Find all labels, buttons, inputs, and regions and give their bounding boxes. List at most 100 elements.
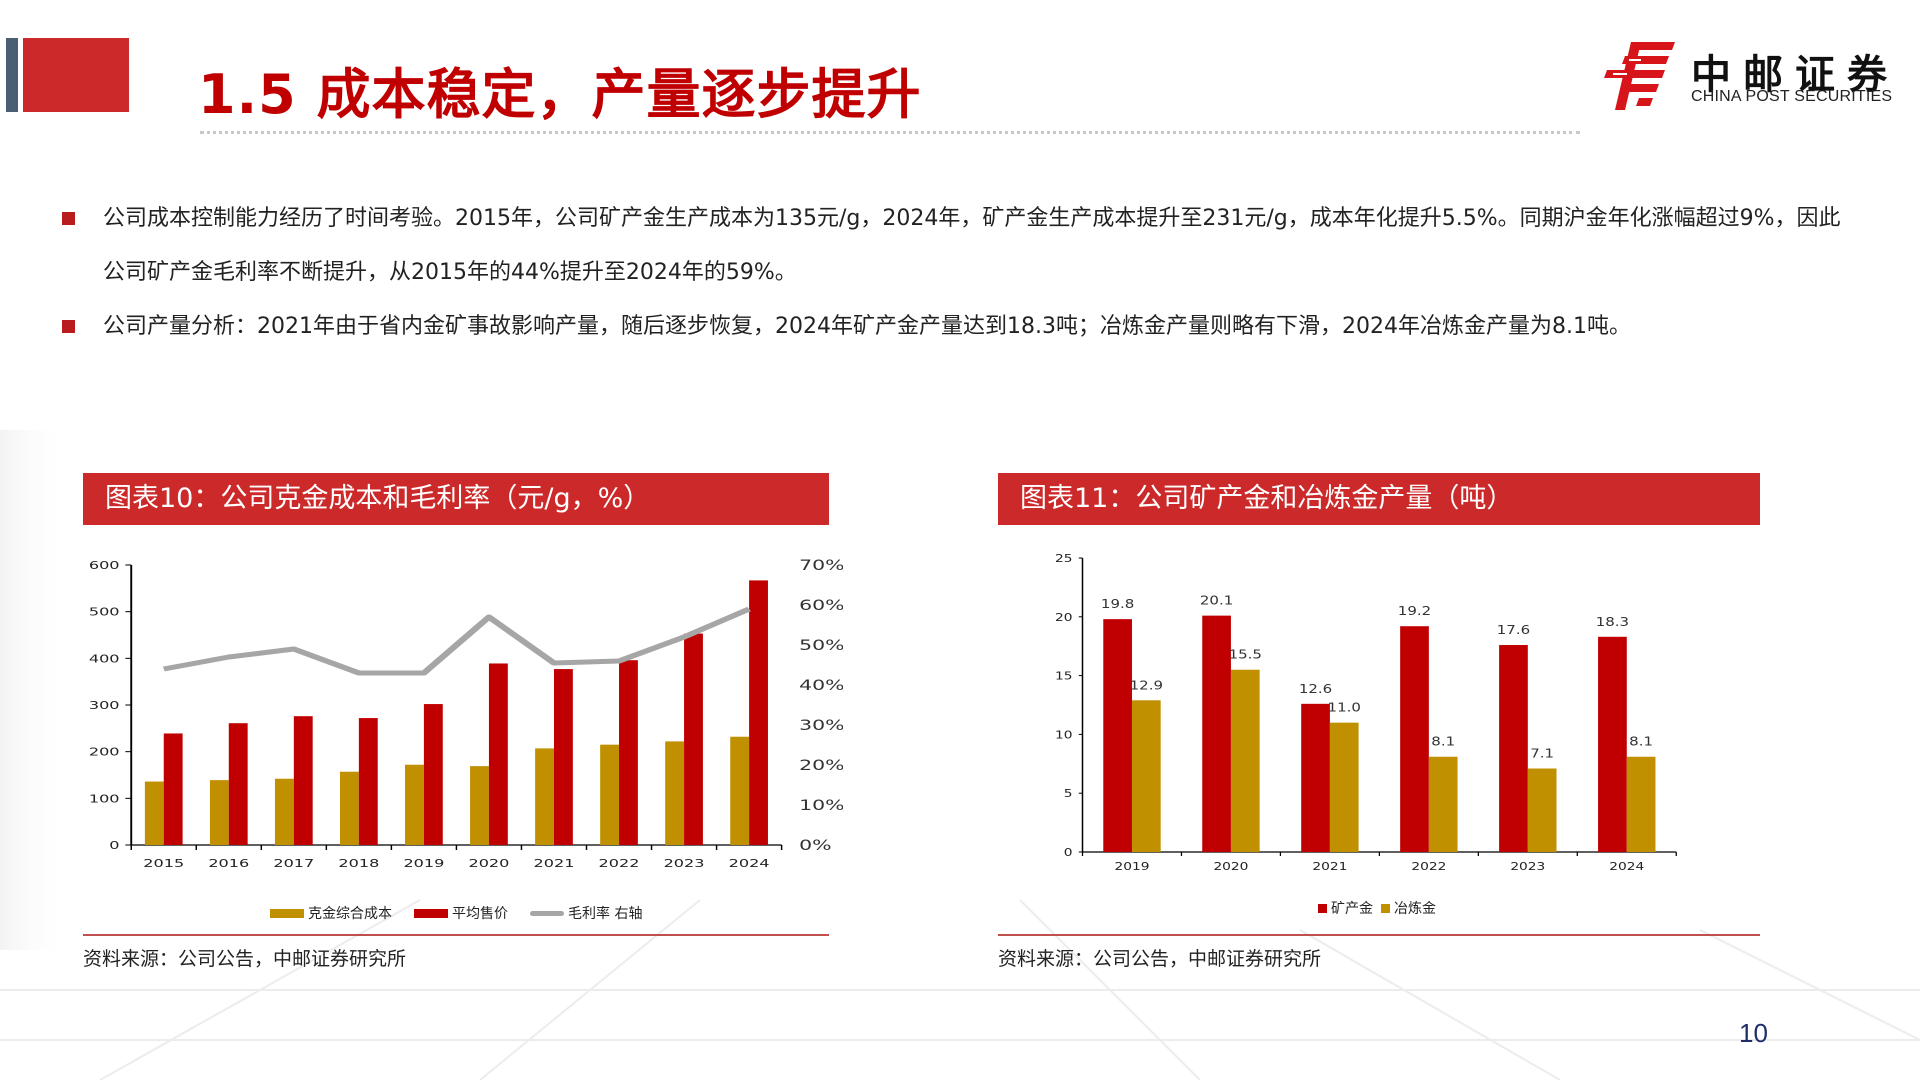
bar-cost xyxy=(665,741,685,845)
svg-text:2022: 2022 xyxy=(1411,859,1446,872)
bar-smelt-gold xyxy=(1626,756,1656,852)
svg-text:60%: 60% xyxy=(799,598,843,614)
svg-text:2015: 2015 xyxy=(143,857,184,870)
svg-text:30%: 30% xyxy=(799,718,843,734)
svg-text:200: 200 xyxy=(89,746,120,759)
bar-mine-gold xyxy=(1598,636,1627,852)
svg-text:11.0: 11.0 xyxy=(1328,701,1361,715)
svg-text:0: 0 xyxy=(109,839,119,852)
svg-text:50%: 50% xyxy=(799,638,843,654)
svg-text:20.1: 20.1 xyxy=(1200,594,1233,608)
bar-smelt-gold xyxy=(1230,669,1260,852)
svg-text:2021: 2021 xyxy=(1312,859,1347,872)
bar-mine-gold xyxy=(1103,619,1132,852)
svg-text:25: 25 xyxy=(1055,551,1072,564)
bullet-text: 公司产量分析：2021年由于省内金矿事故影响产量，随后逐步恢复，2024年矿产金… xyxy=(103,314,1631,339)
chart-header: 图表10：公司克金成本和毛利率（元/g，%） xyxy=(83,473,829,525)
svg-text:100: 100 xyxy=(89,793,120,806)
source-divider xyxy=(83,934,829,936)
bar-cost xyxy=(470,766,489,845)
bullet-cost-control: 公司成本控制能力经历了时间考验。2015年，公司矿产金生产成本为135元/g，2… xyxy=(60,192,1860,300)
svg-text:18.3: 18.3 xyxy=(1596,615,1629,629)
bullet-list: 公司成本控制能力经历了时间考验。2015年，公司矿产金生产成本为135元/g，2… xyxy=(60,192,1860,354)
chart-header: 图表11：公司矿产金和冶炼金产量（吨） xyxy=(998,473,1760,525)
bullet-square-icon xyxy=(62,212,75,225)
bar-cost xyxy=(730,736,750,845)
bar-cost xyxy=(144,781,164,845)
bar-price xyxy=(749,580,768,845)
page-title: 1.5 成本稳定，产量逐步提升 xyxy=(198,63,922,126)
svg-text:5: 5 xyxy=(1064,787,1073,800)
chart-source-left: 资料来源：公司公告，中邮证券研究所 xyxy=(83,948,407,970)
plot-area: 0 100 200 300 400 500 600 0% 10% 20% 30% 40% 50% 60% 7… xyxy=(89,558,843,870)
china-post-logo-icon xyxy=(1604,42,1675,110)
bullet-text: 公司成本控制能力经历了时间考验。2015年，公司矿产金生产成本为135元/g，2… xyxy=(103,206,1841,285)
bar-price xyxy=(293,716,313,845)
legend-line-gray-icon xyxy=(530,910,564,916)
title-accent-block xyxy=(23,38,129,112)
svg-text:10: 10 xyxy=(1055,728,1073,741)
svg-text:2019: 2019 xyxy=(403,857,444,870)
svg-text:2020: 2020 xyxy=(468,857,509,870)
svg-text:2016: 2016 xyxy=(208,857,249,870)
svg-text:500: 500 xyxy=(89,606,120,619)
bar-cost xyxy=(274,778,294,845)
logo-english-name: CHINA POST SECURITIES xyxy=(1691,88,1893,105)
line-margin xyxy=(162,606,752,676)
bar-price xyxy=(684,633,703,845)
bar-cost xyxy=(209,780,229,845)
source-divider xyxy=(998,934,1760,936)
bar-price xyxy=(488,663,508,845)
svg-text:20: 20 xyxy=(1055,610,1073,623)
bar-cost xyxy=(600,744,620,845)
svg-text:19.8: 19.8 xyxy=(1101,598,1134,612)
svg-text:10%: 10% xyxy=(799,798,843,814)
chart-panel-production: 图表11：公司矿产金和冶炼金产量（吨） xyxy=(998,473,1760,525)
bullet-square-icon xyxy=(62,320,75,333)
svg-text:2023: 2023 xyxy=(1510,859,1545,872)
logo-chinese-name: 中邮证券 xyxy=(1691,52,1899,98)
svg-text:7.1: 7.1 xyxy=(1530,747,1554,761)
bar-mine-gold xyxy=(1499,645,1528,852)
svg-text:8.1: 8.1 xyxy=(1629,735,1653,749)
svg-text:70%: 70% xyxy=(799,558,843,574)
svg-text:0: 0 xyxy=(1064,845,1073,858)
svg-text:8.1: 8.1 xyxy=(1431,735,1455,749)
chart-production: 0 5 10 15 20 25 19.8 12.9 2019 20.1 15.5 2020 12.6 11… xyxy=(1055,551,1677,873)
svg-text:40%: 40% xyxy=(799,678,843,694)
svg-text:2023: 2023 xyxy=(664,857,705,870)
svg-text:12.9: 12.9 xyxy=(1130,679,1163,693)
page-number: 10 xyxy=(1739,1018,1768,1048)
legend-item-cost: 克金综合成本 xyxy=(270,903,392,923)
bar-price xyxy=(228,723,248,845)
bar-price xyxy=(619,660,638,845)
svg-text:20%: 20% xyxy=(799,758,843,774)
chart-source-right: 资料来源：公司公告，中邮证券研究所 xyxy=(998,948,1322,970)
legend-swatch-gold-icon xyxy=(270,908,304,918)
bar-price xyxy=(553,669,573,845)
svg-text:2022: 2022 xyxy=(599,857,640,870)
bullet-production-analysis: 公司产量分析：2021年由于省内金矿事故影响产量，随后逐步恢复，2024年矿产金… xyxy=(60,300,1860,354)
chart-panel-cost-margin: 图表10：公司克金成本和毛利率（元/g，%） xyxy=(83,473,829,525)
chart-legend-production: 矿产金 冶炼金 xyxy=(1318,898,1436,918)
bar-mine-gold xyxy=(1400,626,1429,852)
legend-item-smelt-gold: 冶炼金 xyxy=(1381,898,1436,918)
svg-text:400: 400 xyxy=(89,653,120,666)
bar-smelt-gold xyxy=(1131,700,1161,852)
legend-swatch-red-icon xyxy=(414,908,448,918)
svg-text:300: 300 xyxy=(89,699,120,712)
bar-mine-gold xyxy=(1301,703,1330,852)
bar-smelt-gold xyxy=(1527,768,1557,852)
svg-text:17.6: 17.6 xyxy=(1497,623,1530,637)
title-divider xyxy=(200,131,1580,134)
svg-text:2018: 2018 xyxy=(338,857,379,870)
bar-price xyxy=(163,733,183,845)
legend-item-mine-gold: 矿产金 xyxy=(1318,898,1373,918)
svg-text:2020: 2020 xyxy=(1213,859,1248,872)
chart-legend-cost-margin: 克金综合成本 平均售价 毛利率 右轴 xyxy=(270,903,642,923)
bar-price xyxy=(358,718,378,845)
svg-text:2024: 2024 xyxy=(1609,859,1644,872)
bar-smelt-gold xyxy=(1329,722,1359,852)
svg-text:15.5: 15.5 xyxy=(1229,648,1262,662)
svg-text:12.6: 12.6 xyxy=(1299,682,1332,696)
